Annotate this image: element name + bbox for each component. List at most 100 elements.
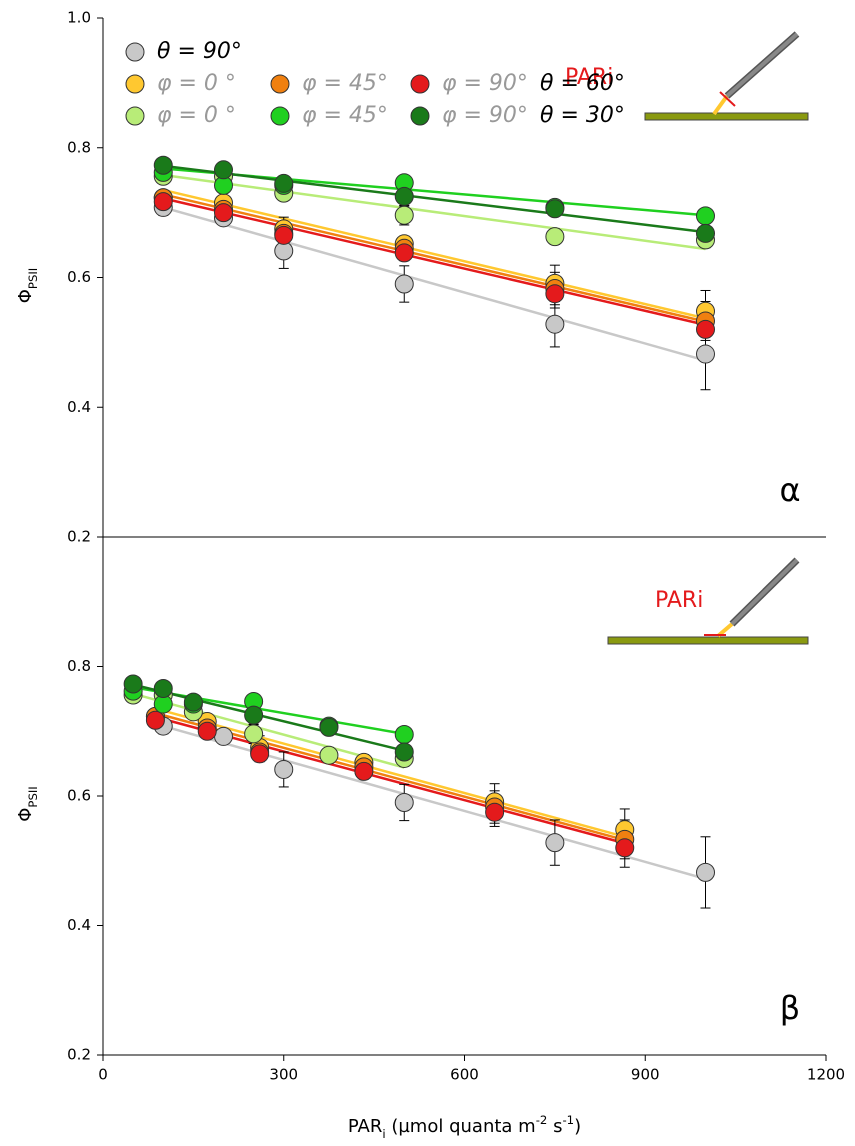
fit-line (163, 173, 706, 251)
fit-line (155, 711, 626, 842)
legend-marker (125, 74, 145, 94)
light-beam (712, 94, 729, 116)
data-point (197, 721, 217, 741)
legend-label: φ = 0 ° (157, 71, 236, 96)
legend-label: φ = 90° (442, 71, 528, 96)
axis-title-part: Φ (15, 808, 36, 822)
legend-label: φ = 90° (442, 103, 528, 128)
fit-line (163, 164, 706, 234)
axis-title-part: -2 (536, 1113, 548, 1127)
panel-label: α (779, 471, 800, 509)
data-point (145, 710, 165, 730)
fit-line (162, 197, 706, 327)
axis-title-part: -1 (562, 1113, 574, 1127)
y-tick-label: 0.6 (67, 268, 91, 286)
legend-marker (410, 74, 430, 94)
data-point (545, 227, 565, 247)
data-point (545, 284, 565, 304)
inset-alpha: PARi (565, 31, 809, 121)
data-point (696, 344, 715, 364)
axis-title-part: PAR (348, 1116, 383, 1137)
inset-label: PARi (565, 65, 613, 90)
data-point (545, 199, 565, 219)
x-tick-label: 0 (98, 1066, 108, 1084)
axis-title-part: i (382, 1127, 385, 1141)
data-point (250, 744, 270, 764)
data-point (696, 862, 715, 882)
fit-line (155, 715, 626, 845)
legend-label: φ = 45° (302, 103, 388, 128)
sensor-face (719, 91, 736, 107)
y-tick-label: 0.2 (67, 528, 91, 546)
legend-marker (270, 74, 290, 94)
y-tick-label: 0.8 (67, 138, 91, 156)
x-tick-label: 300 (269, 1066, 298, 1084)
data-point (394, 792, 414, 812)
axis-title-part: (µmol quanta m (386, 1116, 536, 1137)
data-point (319, 717, 339, 737)
data-point (274, 759, 294, 779)
legend-marker (410, 106, 430, 126)
data-point (394, 274, 414, 294)
fit-line (132, 683, 405, 752)
data-point (214, 726, 233, 746)
data-point (214, 203, 233, 223)
legend-group-label: θ = 60° (540, 71, 625, 96)
panel-label: β (780, 989, 800, 1027)
axis-title: ΦPSII (15, 268, 40, 304)
axis-title-part: s (547, 1116, 562, 1137)
leaf (607, 636, 809, 645)
data-point (274, 173, 294, 193)
data-point (545, 833, 565, 853)
y-tick-label: 0.4 (67, 398, 91, 416)
axis-title-part: ) (574, 1116, 581, 1137)
data-point (319, 745, 339, 765)
data-point (696, 223, 715, 243)
data-point (214, 160, 233, 180)
legend-label: θ = 90° (157, 39, 242, 64)
data-point (183, 692, 203, 712)
data-point (153, 679, 173, 699)
axis-title-part: PSII (26, 786, 40, 807)
data-point (123, 674, 143, 694)
data-point (615, 838, 635, 858)
legend-marker (125, 42, 145, 62)
data-point (696, 319, 715, 339)
data-point (354, 761, 374, 781)
data-point (394, 724, 414, 744)
data-point (394, 742, 414, 762)
data-point (696, 206, 715, 226)
x-tick-label: 1200 (807, 1066, 845, 1084)
legend-group-label: θ = 30° (540, 103, 625, 128)
data-point (153, 192, 173, 212)
axis-title: ΦPSII (15, 786, 40, 822)
data-point (394, 186, 414, 206)
data-point (545, 314, 565, 334)
axis-title-part: Φ (15, 289, 36, 303)
y-tick-label: 0.8 (67, 657, 91, 675)
x-tick-label: 900 (631, 1066, 660, 1084)
fit-line (162, 188, 706, 320)
y-tick-label: 0.4 (67, 916, 91, 934)
axis-title: PARi (µmol quanta m-2 s-1) (348, 1113, 581, 1141)
fit-line (155, 707, 626, 838)
legend-label: φ = 0 ° (157, 103, 236, 128)
y-tick-label: 1.0 (67, 9, 91, 27)
data-point (244, 705, 264, 725)
data-point (153, 155, 173, 175)
fit-line (162, 193, 706, 323)
x-tick-label: 600 (450, 1066, 479, 1084)
data-point (244, 724, 264, 744)
fit-line (162, 206, 706, 362)
leaf (644, 112, 809, 121)
legend-label: φ = 45° (302, 71, 388, 96)
inset-beta: PARi (607, 557, 809, 645)
sensor-highlight (725, 32, 799, 98)
y-tick-label: 0.2 (67, 1046, 91, 1064)
legend-marker (125, 106, 145, 126)
data-point (394, 205, 414, 225)
sensor-highlight (730, 558, 799, 626)
inset-label: PARi (655, 588, 703, 613)
data-point (274, 225, 294, 245)
